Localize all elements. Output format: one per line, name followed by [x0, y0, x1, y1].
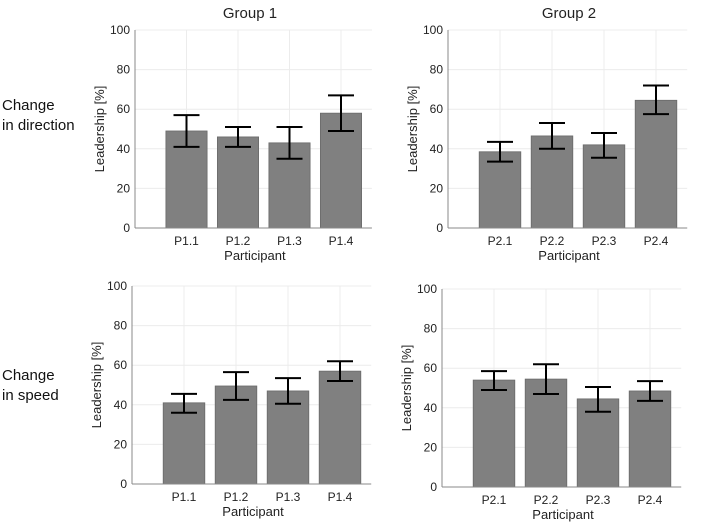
y-axis-label: Leadership [%] — [399, 345, 414, 432]
x-tick-label: P1.2 — [224, 490, 249, 504]
y-tick-label: 20 — [114, 437, 128, 451]
x-tick-label: P1.4 — [328, 490, 353, 504]
y-tick-label: 100 — [107, 279, 127, 293]
y-tick-label: 0 — [430, 480, 437, 494]
bar-P1.2 — [214, 385, 258, 485]
y-tick-label: 80 — [117, 63, 131, 77]
bar-P1.3 — [266, 390, 310, 485]
x-tick-label: P1.4 — [329, 234, 354, 248]
bar-P2.4 — [634, 99, 678, 229]
y-tick-label: 0 — [436, 221, 443, 235]
subplot-4: 0 20 40 60 80 100 P2.1 P2.2 P2.3 P2.4 Participant L… — [399, 282, 682, 522]
bar-P2.4 — [628, 390, 672, 488]
y-tick-label: 60 — [430, 102, 444, 116]
x-tick-label: P2.3 — [592, 234, 617, 248]
y-tick-label: 0 — [120, 477, 127, 491]
bar-P1.2 — [216, 136, 259, 229]
x-tick-label: P1.3 — [276, 490, 301, 504]
x-tick-label: P2.4 — [644, 234, 669, 248]
row-label-speed-line1: Change — [2, 367, 55, 384]
subplot-2: 0 20 40 60 80 100 P2.1 P2.2 P2.3 P2.4 Participant L… — [405, 23, 688, 263]
column-title-group-2: Group 2 — [542, 5, 596, 22]
y-tick-label: 100 — [417, 282, 437, 296]
x-axis-label: Participant — [532, 507, 594, 522]
bar-P2.3 — [576, 398, 620, 488]
y-tick-label: 100 — [110, 23, 130, 37]
y-axis-label: Leadership [%] — [92, 86, 107, 173]
y-tick-label: 80 — [424, 322, 438, 336]
y-tick-label: 40 — [114, 398, 128, 412]
y-tick-label: 80 — [114, 319, 128, 333]
column-title-group-1: Group 1 — [223, 5, 277, 22]
x-tick-label: P2.2 — [534, 493, 559, 507]
subplot-1: 0 20 40 60 80 100 P1.1 P1.2 P1.3 P1.4 Participant L… — [92, 23, 372, 263]
x-tick-label: P1.2 — [226, 234, 251, 248]
x-tick-label: P1.1 — [174, 234, 199, 248]
bar-P2.2 — [530, 135, 574, 229]
row-label-speed-line2: in speed — [2, 387, 59, 404]
x-tick-label: P2.2 — [540, 234, 565, 248]
bar-P1.1 — [162, 402, 206, 485]
y-tick-label: 20 — [430, 181, 444, 195]
x-tick-label: P2.3 — [586, 493, 611, 507]
y-axis-label: Leadership [%] — [405, 86, 420, 173]
y-tick-label: 40 — [430, 142, 444, 156]
x-axis-label: Participant — [224, 248, 286, 263]
x-axis-label: Participant — [222, 504, 284, 519]
y-tick-label: 80 — [430, 63, 444, 77]
row-label-direction-line1: Change — [2, 97, 55, 114]
y-tick-label: 40 — [424, 401, 438, 415]
y-tick-label: 40 — [117, 142, 131, 156]
y-tick-label: 60 — [114, 358, 128, 372]
x-axis-label: Participant — [538, 248, 600, 263]
y-tick-label: 100 — [423, 23, 443, 37]
bar-P1.4 — [318, 370, 362, 485]
y-axis-label: Leadership [%] — [89, 342, 104, 429]
x-tick-label: P2.1 — [488, 234, 513, 248]
y-tick-label: 60 — [424, 361, 438, 375]
bar-P2.1 — [472, 379, 516, 488]
y-tick-label: 20 — [117, 181, 131, 195]
subplot-3: 0 20 40 60 80 100 P1.1 P1.2 P1.3 P1.4 Participant L… — [89, 279, 372, 519]
bar-P2.2 — [524, 378, 568, 488]
row-label-direction-line2: in direction — [2, 117, 75, 134]
x-tick-label: P2.4 — [638, 493, 663, 507]
y-tick-label: 0 — [123, 221, 130, 235]
x-tick-label: P1.1 — [172, 490, 197, 504]
bar-P2.1 — [478, 151, 522, 229]
y-tick-label: 60 — [117, 102, 131, 116]
x-tick-label: P2.1 — [482, 493, 507, 507]
y-tick-label: 20 — [424, 440, 438, 454]
x-tick-label: P1.3 — [277, 234, 302, 248]
bar-P1.4 — [319, 112, 362, 229]
